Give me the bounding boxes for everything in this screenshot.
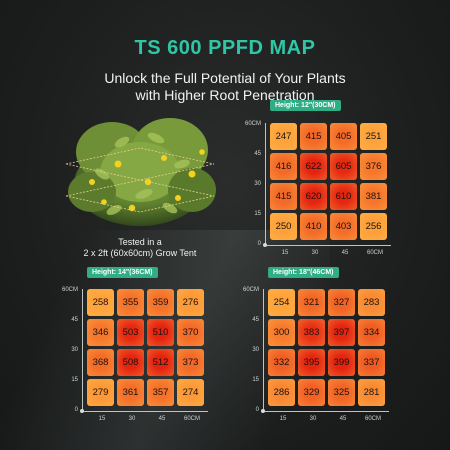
x-tick-label: 15: [279, 416, 287, 422]
x-tick-label: 30: [309, 416, 317, 422]
ppfd-cell: 250: [270, 213, 297, 240]
ppfd-cell: 329: [298, 379, 325, 406]
y-tick-label: 30: [254, 181, 261, 187]
ppfd-cell: 397: [328, 319, 355, 346]
ppfd-cell: 279: [87, 379, 114, 406]
y-tick-label: 0: [74, 407, 78, 413]
ppfd-cell: 283: [358, 289, 385, 316]
ppfd-cell: 370: [177, 319, 204, 346]
ppfd-cell: 605: [330, 153, 357, 180]
subtitle-line: Unlock the Full Potential of Your Plants: [104, 70, 346, 86]
ppfd-cell: 274: [177, 379, 204, 406]
ppfd-cell: 403: [330, 213, 357, 240]
ppfd-cell: 332: [268, 349, 295, 376]
axis-origin-dot: [80, 409, 84, 413]
height-badge: Height: 12"(30CM): [270, 100, 341, 111]
ppfd-cell: 286: [268, 379, 295, 406]
y-tick-label: 0: [257, 241, 261, 247]
ppfd-cell: 622: [300, 153, 327, 180]
ppfd-cell: 300: [268, 319, 295, 346]
ppfd-cell: 334: [358, 319, 385, 346]
test-condition-line: 2 x 2ft (60x60cm) Grow Tent: [83, 248, 197, 258]
ppfd-cell: 256: [360, 213, 387, 240]
y-tick-label: 60CM: [242, 287, 259, 293]
y-tick-label: 15: [252, 377, 259, 383]
ppfd-cell: 359: [147, 289, 174, 316]
x-tick-label: 45: [158, 416, 166, 422]
x-tick-label: 60CM: [183, 416, 200, 422]
height-badge: Height: 14"(36CM): [87, 267, 158, 278]
ppfd-cell: 361: [117, 379, 144, 406]
ppfd-cell: 346: [87, 319, 114, 346]
ppfd-cell: 503: [117, 319, 144, 346]
ppfd-cell: 281: [358, 379, 385, 406]
ppfd-cell: 355: [117, 289, 144, 316]
x-tick-label: 60CM: [366, 250, 383, 256]
ppfd-cell: 620: [300, 183, 327, 210]
x-tick-label: 45: [341, 250, 349, 256]
y-tick-label: 45: [254, 151, 261, 157]
ppfd-cell: 276: [177, 289, 204, 316]
ppfd-cell: 381: [360, 183, 387, 210]
y-tick-label: 60CM: [61, 287, 78, 293]
x-axis-line: [265, 245, 391, 246]
y-tick-label: 15: [71, 377, 78, 383]
x-tick-label: 30: [311, 250, 319, 256]
ppfd-cell: 337: [358, 349, 385, 376]
x-tick-label: 30: [128, 416, 136, 422]
test-condition-note: Tested in a 2 x 2ft (60x60cm) Grow Tent: [40, 237, 240, 259]
ppfd-cell: 512: [147, 349, 174, 376]
ppfd-cell: 251: [360, 123, 387, 150]
y-tick-label: 45: [252, 317, 259, 323]
y-tick-label: 60CM: [244, 121, 261, 127]
ppfd-cell: 415: [300, 123, 327, 150]
ppfd-cell: 415: [270, 183, 297, 210]
subtitle-line: with Higher Root Penetration: [135, 87, 315, 103]
test-condition-line: Tested in a: [118, 237, 162, 247]
page-subtitle: Unlock the Full Potential of Your Plants…: [0, 70, 450, 104]
y-tick-label: 30: [252, 347, 259, 353]
ppfd-cell: 399: [328, 349, 355, 376]
axis-origin-dot: [261, 409, 265, 413]
ppfd-cell: 357: [147, 379, 174, 406]
ppfd-cell: 247: [270, 123, 297, 150]
x-tick-label: 60CM: [364, 416, 381, 422]
ppfd-cell: 410: [300, 213, 327, 240]
ppfd-cell: 321: [298, 289, 325, 316]
ppfd-cell: 416: [270, 153, 297, 180]
y-axis-line: [82, 289, 83, 411]
x-axis-line: [82, 411, 208, 412]
page-title: TS 600 PPFD MAP: [134, 37, 316, 59]
ppfd-cell: 376: [360, 153, 387, 180]
y-tick-label: 30: [71, 347, 78, 353]
ppfd-cell: 395: [298, 349, 325, 376]
x-tick-label: 45: [339, 416, 347, 422]
y-tick-label: 15: [254, 211, 261, 217]
ppfd-cell: 325: [328, 379, 355, 406]
height-badge: Height: 18"(46CM): [268, 267, 339, 278]
y-tick-label: 0: [255, 407, 259, 413]
ppfd-cell: 610: [330, 183, 357, 210]
x-axis-line: [263, 411, 389, 412]
y-axis-line: [263, 289, 264, 411]
ppfd-cell: 254: [268, 289, 295, 316]
ppfd-cell: 508: [117, 349, 144, 376]
ppfd-cell: 327: [328, 289, 355, 316]
ppfd-cell: 510: [147, 319, 174, 346]
x-tick-label: 15: [98, 416, 106, 422]
ppfd-cell: 258: [87, 289, 114, 316]
x-tick-label: 15: [281, 250, 289, 256]
y-axis-line: [265, 123, 266, 245]
plant-illustration: [65, 118, 216, 226]
ppfd-cell: 405: [330, 123, 357, 150]
axis-origin-dot: [263, 243, 267, 247]
ppfd-cell: 373: [177, 349, 204, 376]
ppfd-cell: 368: [87, 349, 114, 376]
ppfd-cell: 383: [298, 319, 325, 346]
y-tick-label: 45: [71, 317, 78, 323]
